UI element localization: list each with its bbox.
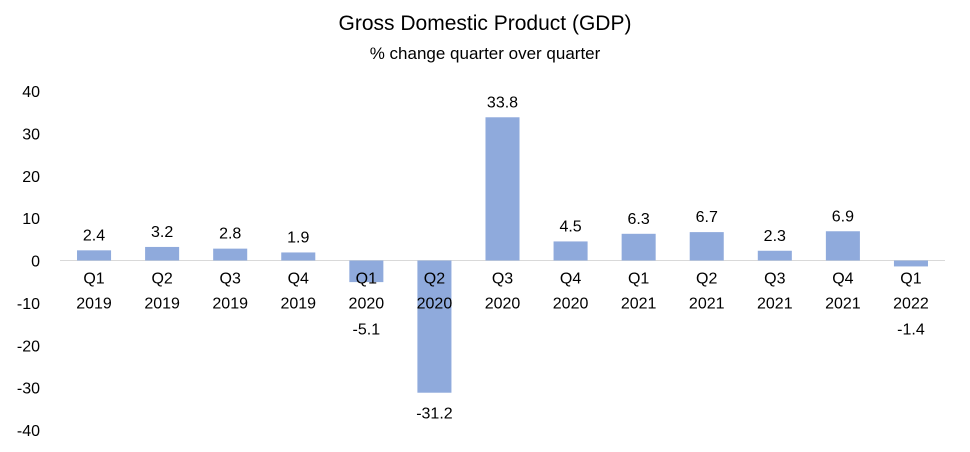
x-tick-label-quarter: Q1 [83, 271, 104, 288]
data-label: 4.5 [559, 218, 581, 235]
x-tick-label-year: 2021 [689, 296, 725, 313]
x-tick-label-quarter: Q4 [832, 271, 853, 288]
x-tick-label-year: 2022 [893, 296, 929, 313]
x-tick-label-quarter: Q4 [560, 271, 581, 288]
x-tick-label-year: 2019 [76, 296, 112, 313]
y-tick-label: 20 [22, 169, 40, 186]
y-tick-label: 30 [22, 126, 40, 143]
x-tick-label-quarter: Q1 [356, 271, 377, 288]
x-tick-label-year: 2020 [417, 296, 453, 313]
x-tick-label-quarter: Q1 [900, 271, 921, 288]
data-label: 2.8 [219, 226, 241, 243]
bar [893, 260, 928, 267]
x-tick-label-year: 2020 [485, 296, 521, 313]
bar [689, 232, 724, 261]
bar [213, 248, 248, 261]
x-tick-label-year: 2021 [825, 296, 861, 313]
x-tick-label-year: 2021 [621, 296, 657, 313]
chart-subtitle: % change quarter over quarter [369, 44, 601, 63]
bar [757, 250, 792, 261]
x-tick-label-quarter: Q3 [492, 271, 513, 288]
data-label: -31.2 [416, 406, 453, 423]
data-label: 2.3 [764, 228, 786, 245]
bar [281, 252, 316, 261]
x-tick-label-quarter: Q1 [628, 271, 649, 288]
y-tick-label: -10 [17, 296, 40, 313]
x-tick-label-year: 2019 [212, 296, 248, 313]
chart-title: Gross Domestic Product (GDP) [338, 12, 632, 35]
data-label: 2.4 [83, 227, 105, 244]
x-tick-label-quarter: Q2 [424, 271, 445, 288]
data-label: -1.4 [897, 322, 925, 339]
data-label: 33.8 [487, 94, 518, 111]
x-tick-label-quarter: Q4 [288, 271, 309, 288]
x-tick-label-year: 2020 [349, 296, 385, 313]
bar [417, 260, 452, 393]
data-label: 6.7 [696, 209, 718, 226]
y-tick-label: -20 [17, 338, 40, 355]
bar [553, 241, 588, 261]
bar [145, 246, 180, 261]
y-tick-label: -40 [17, 423, 40, 440]
x-tick-label-quarter: Q2 [696, 271, 717, 288]
x-tick-label-year: 2021 [757, 296, 793, 313]
data-label: 3.2 [151, 224, 173, 241]
bar [621, 233, 656, 261]
bar [485, 117, 520, 261]
bar [349, 260, 384, 283]
x-tick-label-quarter: Q3 [220, 271, 241, 288]
y-tick-label: 0 [31, 254, 40, 271]
data-label: 1.9 [287, 229, 309, 246]
bar [77, 250, 112, 261]
y-tick-label: 40 [22, 84, 40, 101]
x-tick-label-quarter: Q2 [151, 271, 172, 288]
x-tick-label-year: 2020 [553, 296, 589, 313]
y-tick-label: 10 [22, 211, 40, 228]
x-tick-label-year: 2019 [144, 296, 180, 313]
y-tick-label: -30 [17, 381, 40, 398]
data-label: 6.9 [832, 208, 854, 225]
bar [825, 231, 860, 261]
data-label: -5.1 [353, 322, 381, 339]
x-tick-label-quarter: Q3 [764, 271, 785, 288]
data-label: 6.3 [628, 211, 650, 228]
x-tick-label-year: 2019 [280, 296, 316, 313]
